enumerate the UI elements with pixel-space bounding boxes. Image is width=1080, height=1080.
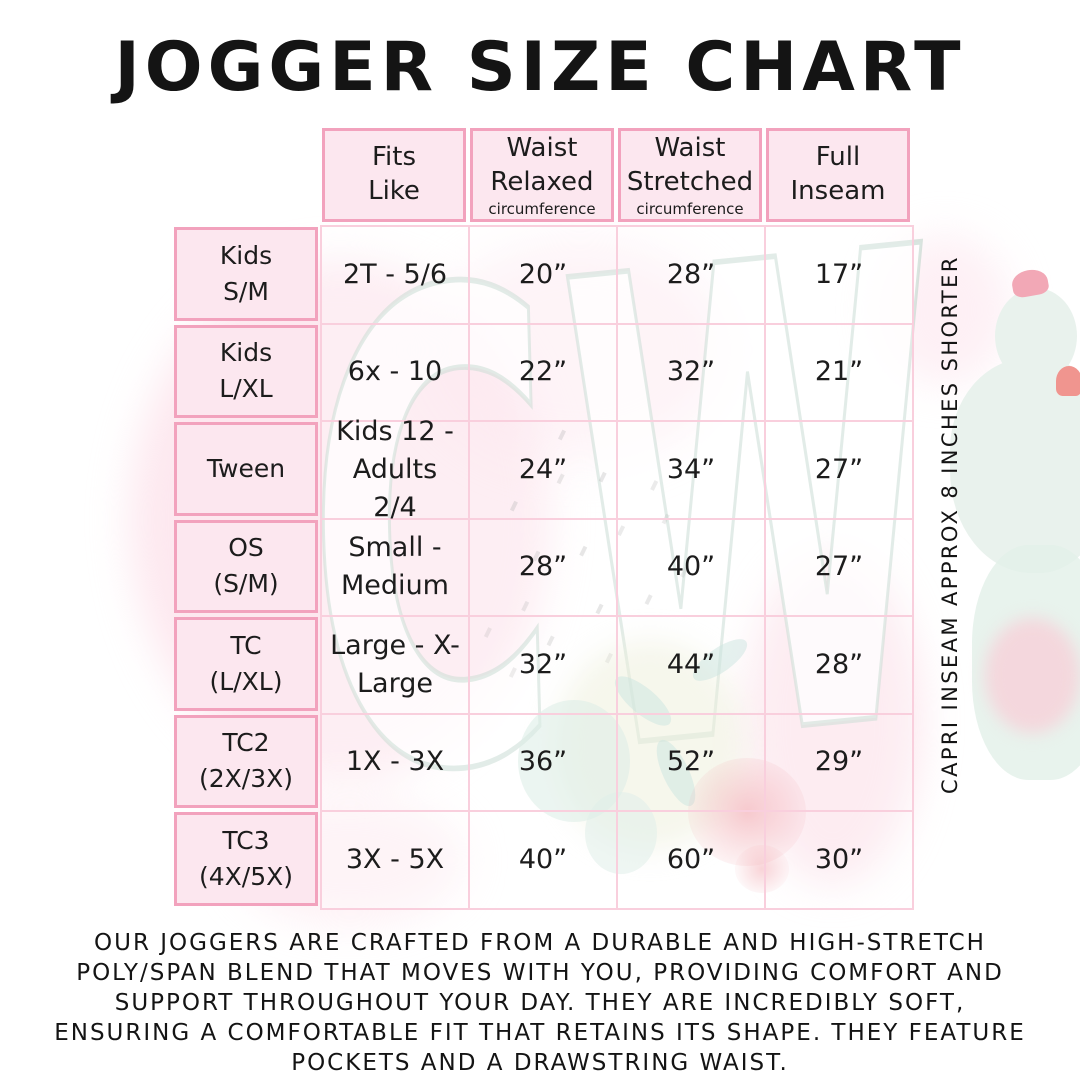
column-header-full-inseam: Full Inseam xyxy=(766,128,910,222)
column-header-fits-like: Fits Like xyxy=(322,128,466,222)
table-cell: 2T - 5/6 xyxy=(321,226,469,324)
row-header-tc3: TC3 (4X/5X) xyxy=(174,812,318,906)
table-cell: 27” xyxy=(765,421,913,519)
pink-flower-cluster xyxy=(985,618,1080,733)
table-cell: 3X - 5X xyxy=(321,811,469,909)
table-cell: 1X - 3X xyxy=(321,713,469,811)
cactus-flower-red xyxy=(1056,366,1080,396)
size-table: Fits Like Waist Relaxed circumference Wa… xyxy=(172,128,914,910)
table-cell: 28” xyxy=(469,518,617,616)
column-header-subtext: circumference xyxy=(636,200,744,219)
table-cell: 29” xyxy=(765,713,913,811)
table-cell: 22” xyxy=(469,323,617,421)
column-header-line: Relaxed xyxy=(490,167,594,198)
table-cell: 52” xyxy=(617,713,765,811)
product-description: OUR JOGGERS ARE CRAFTED FROM A DURABLE A… xyxy=(0,928,1080,1078)
description-line: SUPPORT THROUGHOUT YOUR DAY. THEY ARE IN… xyxy=(114,990,966,1016)
column-header-line: Like xyxy=(368,176,420,206)
table-header-row: Fits Like Waist Relaxed circumference Wa… xyxy=(320,128,914,225)
row-header-line: TC3 xyxy=(222,825,270,855)
table-cell: 28” xyxy=(617,226,765,324)
column-header-subtext: circumference xyxy=(488,200,596,219)
table-cell: 44” xyxy=(617,616,765,714)
row-header-line: OS xyxy=(228,533,264,562)
table-data-grid: 2T - 5/6 20” 28” 17” 6x - 10 22” 32” 21”… xyxy=(320,225,914,910)
table-cell: Small - Medium xyxy=(321,518,469,616)
table-cell: Kids 12 - Adults 2/4 xyxy=(321,416,469,523)
table-cell: 40” xyxy=(469,811,617,909)
table-cell: 60” xyxy=(617,811,765,909)
row-header-line: L/XL xyxy=(219,374,273,404)
table-cell: 27” xyxy=(765,518,913,616)
row-header-line: (4X/5X) xyxy=(199,861,293,891)
row-header-line: TC2 xyxy=(222,728,270,757)
row-header-line: Kids xyxy=(219,240,273,270)
description-line: POCKETS AND A DRAWSTRING WAIST. xyxy=(291,1050,789,1076)
column-header-line: Inseam xyxy=(790,176,886,206)
table-cell: 17” xyxy=(765,226,913,324)
row-header-tween: Tween xyxy=(174,422,318,516)
row-header-kids-lxl: Kids L/XL xyxy=(174,324,318,418)
row-header-line: (L/XL) xyxy=(209,666,283,696)
row-header-os: OS (S/M) xyxy=(174,519,318,613)
row-header-kids-sm: Kids S/M xyxy=(174,227,318,321)
table-cell: 32” xyxy=(469,616,617,714)
cactus-flower-pink xyxy=(1010,267,1050,299)
column-header-waist-relaxed: Waist Relaxed circumference xyxy=(470,128,614,222)
row-header-line: TC xyxy=(230,630,262,660)
cactus-watermark-lower xyxy=(972,545,1080,780)
row-header-column: Kids S/M Kids L/XL Tween OS (S/M) TC xyxy=(172,225,320,910)
prickly-pear-cactus-pad xyxy=(995,288,1077,384)
row-header-line: (S/M) xyxy=(213,569,279,599)
column-header-line: Waist xyxy=(506,133,578,164)
description-line: ENSURING A COMFORTABLE FIT THAT RETAINS … xyxy=(54,1020,1026,1046)
table-cell: 6x - 10 xyxy=(321,323,469,421)
table-cell: 40” xyxy=(617,518,765,616)
table-cell: 34” xyxy=(617,421,765,519)
table-body: Kids S/M Kids L/XL Tween OS (S/M) TC xyxy=(172,225,914,910)
column-header-line: Full xyxy=(815,142,861,173)
table-cell: 20” xyxy=(469,226,617,324)
page-title: JOGGER SIZE CHART xyxy=(114,28,966,107)
table-cell: 36” xyxy=(469,713,617,811)
row-header-line: Kids xyxy=(219,338,273,367)
row-header-line: (2X/3X) xyxy=(199,764,293,794)
row-header-line: S/M xyxy=(223,276,269,306)
column-header-line: Fits xyxy=(371,142,417,173)
row-header-tc2: TC2 (2X/3X) xyxy=(174,714,318,808)
capri-inseam-note: CAPRI INSEAM APPROX 8 INCHES SHORTER xyxy=(938,255,962,794)
column-header-line: Stretched xyxy=(626,167,754,198)
description-line: OUR JOGGERS ARE CRAFTED FROM A DURABLE A… xyxy=(94,930,986,956)
table-cell: 32” xyxy=(617,323,765,421)
table-cell: 28” xyxy=(765,616,913,714)
table-cell: 30” xyxy=(765,811,913,909)
row-header-tc: TC (L/XL) xyxy=(174,617,318,711)
table-cell: 24” xyxy=(469,421,617,519)
row-header-line: Tween xyxy=(206,453,286,483)
table-cell: 21” xyxy=(765,323,913,421)
table-cell: Large - X-Large xyxy=(321,616,469,714)
column-header-line: Waist xyxy=(654,133,726,164)
description-line: POLY/SPAN BLEND THAT MOVES WITH YOU, PRO… xyxy=(76,960,1004,986)
column-header-waist-stretched: Waist Stretched circumference xyxy=(618,128,762,222)
